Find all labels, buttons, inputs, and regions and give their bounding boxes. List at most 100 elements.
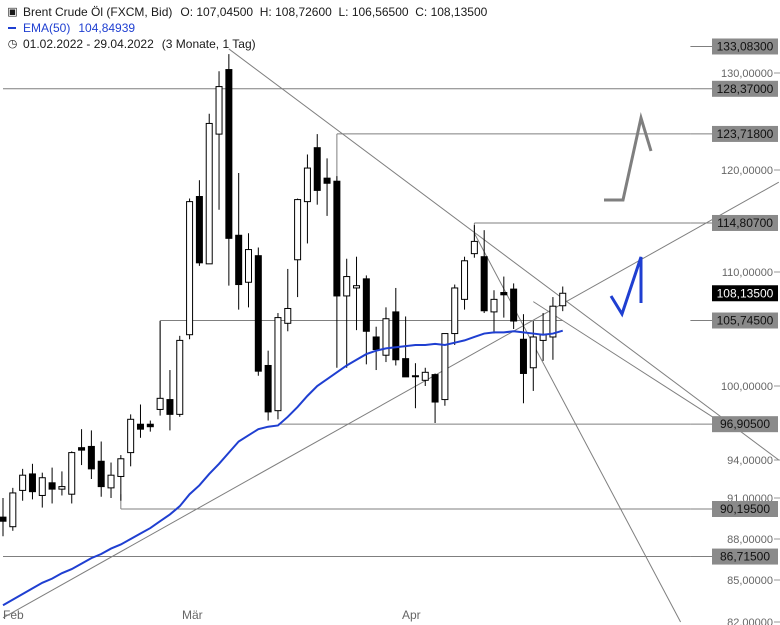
candle-body-down bbox=[97, 460, 105, 488]
level-label: 128,37000 bbox=[712, 80, 778, 97]
trendline bbox=[533, 301, 730, 429]
y-tick-label: 88,00000 bbox=[727, 534, 773, 546]
level-label-text: 123,71800 bbox=[717, 127, 774, 141]
ema-swatch bbox=[8, 27, 16, 29]
projection-arrow-gray bbox=[604, 112, 653, 202]
candle bbox=[392, 287, 400, 366]
candle bbox=[333, 176, 341, 368]
candle bbox=[421, 367, 429, 386]
last-price-label-bg bbox=[712, 285, 778, 302]
candle-body-up bbox=[107, 474, 115, 489]
candle-body-up bbox=[68, 452, 76, 495]
level-label-bg bbox=[712, 416, 778, 433]
ema-value: 104,84939 bbox=[78, 21, 136, 35]
candle-body-up bbox=[117, 458, 125, 477]
candle bbox=[343, 258, 351, 368]
candle bbox=[303, 154, 311, 244]
candle bbox=[166, 370, 174, 431]
candle bbox=[195, 180, 203, 266]
level-label: 90,19500 bbox=[712, 501, 778, 518]
ohlc-values: O: 107,04500 H: 108,72600 L: 106,56500 C… bbox=[180, 5, 488, 19]
candle-chart-icon: ▣ bbox=[7, 6, 18, 18]
candle bbox=[451, 284, 459, 345]
candle-body-down bbox=[480, 256, 488, 312]
candle bbox=[372, 326, 380, 371]
candle bbox=[490, 290, 498, 334]
candle bbox=[411, 363, 419, 409]
level-price-labels: 133,08300 128,37000 123,71800 114,80700 105,… bbox=[712, 38, 778, 565]
candle-body-up bbox=[343, 276, 351, 297]
candle-body-up bbox=[284, 307, 292, 324]
level-label-text: 96,90500 bbox=[720, 417, 770, 431]
candle-body-down bbox=[48, 482, 56, 490]
candle-body-up bbox=[274, 317, 282, 412]
candle bbox=[323, 158, 331, 216]
candle-body-down bbox=[0, 516, 7, 522]
y-tick-label: 130,00000 bbox=[721, 68, 773, 80]
candle bbox=[136, 404, 144, 438]
candle-body-down bbox=[402, 358, 410, 378]
level-label: 96,90500 bbox=[712, 416, 778, 433]
candle bbox=[470, 225, 478, 258]
level-label-bg bbox=[712, 125, 778, 142]
candle-body-up bbox=[58, 486, 66, 490]
candle bbox=[225, 54, 233, 286]
x-axis-label: Apr bbox=[402, 608, 421, 622]
candle bbox=[205, 113, 213, 265]
candle-body-down bbox=[519, 338, 527, 374]
last-price-label: 108,13500 bbox=[712, 285, 778, 302]
candles bbox=[0, 54, 567, 537]
candle bbox=[510, 283, 518, 329]
candle bbox=[97, 441, 105, 497]
y-tick-label: 100,00000 bbox=[721, 381, 773, 393]
level-label-bg bbox=[712, 548, 778, 565]
candle-body-up bbox=[294, 199, 302, 261]
instrument-name: Brent Crude Öl (FXCM, Bid) bbox=[23, 5, 173, 19]
date-range: 01.02.2022 - 29.04.2022 bbox=[23, 37, 154, 51]
x-axis-labels: Feb Mär Apr bbox=[3, 608, 421, 622]
candle bbox=[274, 313, 282, 420]
candle-body-down bbox=[392, 311, 400, 361]
candle-body-up bbox=[411, 375, 419, 378]
candle bbox=[362, 275, 370, 365]
candle bbox=[28, 463, 36, 500]
level-label-bg bbox=[712, 38, 778, 55]
x-axis-label: Mär bbox=[182, 608, 203, 622]
candle-body-down bbox=[313, 147, 321, 191]
level-label: 86,71500 bbox=[712, 548, 778, 565]
candle bbox=[461, 256, 469, 310]
annotation-marks bbox=[604, 112, 653, 318]
level-label-text: 114,80700 bbox=[717, 216, 773, 230]
candle-body-up bbox=[176, 339, 184, 415]
candle-body-up bbox=[529, 336, 537, 369]
candle bbox=[186, 198, 194, 340]
candle-body-down bbox=[323, 177, 331, 184]
candle bbox=[313, 134, 321, 205]
candle bbox=[529, 321, 537, 391]
candle bbox=[519, 314, 527, 404]
horizontal-levels bbox=[3, 45, 712, 558]
candle-body-down bbox=[225, 69, 233, 239]
candle bbox=[264, 350, 272, 421]
legend-row-instrument: ▣ Brent Crude Öl (FXCM, Bid) O: 107,0450… bbox=[6, 4, 487, 20]
level-label: 133,08300 bbox=[712, 38, 778, 55]
level-label-text: 128,37000 bbox=[717, 82, 774, 96]
candle bbox=[87, 430, 95, 479]
level-label-text: 86,71500 bbox=[720, 550, 770, 564]
candle-body-up bbox=[353, 285, 361, 289]
candle-body-down bbox=[78, 447, 86, 451]
candle-body-up bbox=[186, 201, 194, 336]
legend-row-ema: EMA(50) 104,84939 bbox=[6, 20, 487, 36]
candle bbox=[156, 321, 164, 416]
candle-body-down bbox=[195, 196, 203, 264]
candle-body-up bbox=[549, 305, 557, 338]
level-label-bg bbox=[712, 312, 778, 329]
candle-body-up bbox=[470, 240, 478, 255]
candle-body-up bbox=[19, 474, 27, 491]
candle-body-down bbox=[510, 288, 518, 322]
level-label: 105,74500 bbox=[712, 312, 778, 329]
candle-body-up bbox=[451, 287, 459, 335]
candle-body-down bbox=[431, 374, 439, 403]
candle-body-down bbox=[333, 180, 341, 297]
